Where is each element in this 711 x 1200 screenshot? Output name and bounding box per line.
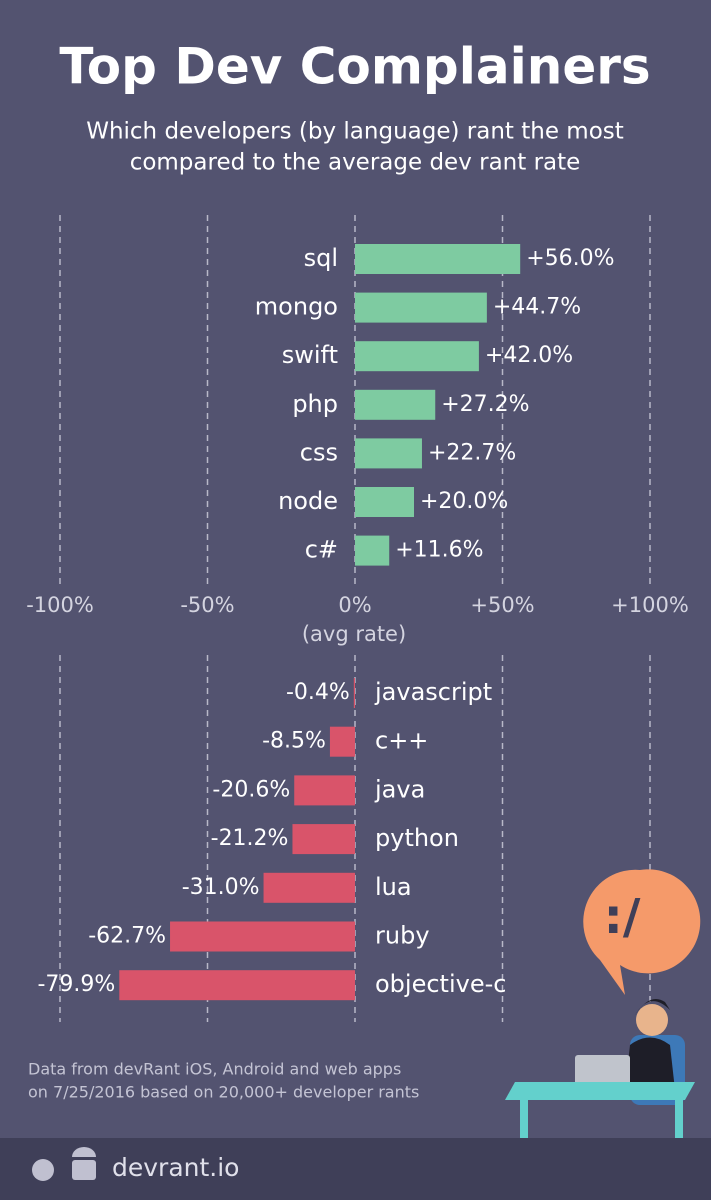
value-label: +11.6% — [395, 538, 483, 563]
bar — [355, 487, 414, 517]
value-label: -31.0% — [182, 875, 260, 900]
hair — [635, 998, 670, 1015]
bar — [353, 678, 355, 708]
x-tick-label: +100% — [611, 593, 689, 617]
value-label: +20.0% — [420, 489, 508, 514]
subtitle: Which developers (by language) rant the … — [86, 119, 624, 145]
brand: devrant.io — [112, 1153, 239, 1182]
value-label: -21.2% — [211, 826, 289, 851]
category-label: objective-c — [375, 970, 506, 998]
value-label: -62.7% — [88, 924, 166, 949]
footnote: Data from devRant iOS, Android and web a… — [28, 1060, 401, 1079]
bar — [355, 389, 436, 420]
bubble-text: :/ — [604, 889, 641, 945]
chart-title: Top Dev Complainers — [59, 38, 650, 96]
value-label: -20.6% — [212, 777, 290, 802]
bar — [355, 535, 390, 566]
category-label: javascript — [374, 678, 492, 706]
footer-bar — [0, 1138, 711, 1200]
x-tick-label: +50% — [470, 593, 534, 617]
x-tick-label: -100% — [26, 593, 94, 617]
bar — [355, 244, 521, 274]
footnote: on 7/25/2016 based on 20,000+ developer … — [28, 1083, 419, 1102]
subtitle: compared to the average dev rant rate — [130, 150, 581, 176]
bar — [294, 775, 355, 806]
value-label: +22.7% — [428, 440, 516, 465]
android-head — [72, 1147, 96, 1157]
x-tick-label: -50% — [180, 593, 234, 617]
bar — [292, 824, 355, 855]
person — [625, 1037, 675, 1090]
bar — [329, 726, 355, 757]
category-label: sql — [304, 244, 338, 272]
android-icon — [72, 1160, 96, 1180]
illustration: :/ — [505, 869, 701, 1200]
desk — [505, 1082, 695, 1100]
value-label: -79.9% — [37, 972, 115, 997]
category-label: lua — [375, 873, 412, 901]
bar — [119, 970, 355, 1001]
bar — [355, 292, 487, 323]
apple-icon — [32, 1159, 54, 1181]
value-label: -0.4% — [286, 680, 350, 705]
speech-bubble — [583, 869, 701, 995]
category-label: c# — [305, 536, 338, 564]
value-label: +42.0% — [485, 343, 573, 368]
category-label: css — [300, 438, 338, 466]
value-label: +56.0% — [526, 246, 614, 271]
category-label: c++ — [375, 727, 428, 755]
bar — [355, 341, 479, 372]
category-label: php — [292, 390, 338, 418]
category-label: python — [375, 824, 459, 852]
x-axis-label: (avg rate) — [302, 622, 406, 646]
category-label: node — [278, 487, 338, 515]
value-label: +44.7% — [493, 295, 581, 320]
category-label: mongo — [255, 293, 338, 321]
value-label: +27.2% — [441, 392, 529, 417]
category-label: ruby — [375, 922, 430, 950]
category-label: java — [374, 775, 425, 803]
platform-icons — [32, 1147, 96, 1181]
head — [636, 1004, 668, 1036]
category-label: swift — [282, 341, 338, 369]
value-label: -8.5% — [262, 729, 326, 754]
bar — [263, 872, 355, 903]
bar — [355, 438, 422, 469]
bar — [170, 921, 355, 952]
x-tick-label: 0% — [338, 593, 371, 617]
